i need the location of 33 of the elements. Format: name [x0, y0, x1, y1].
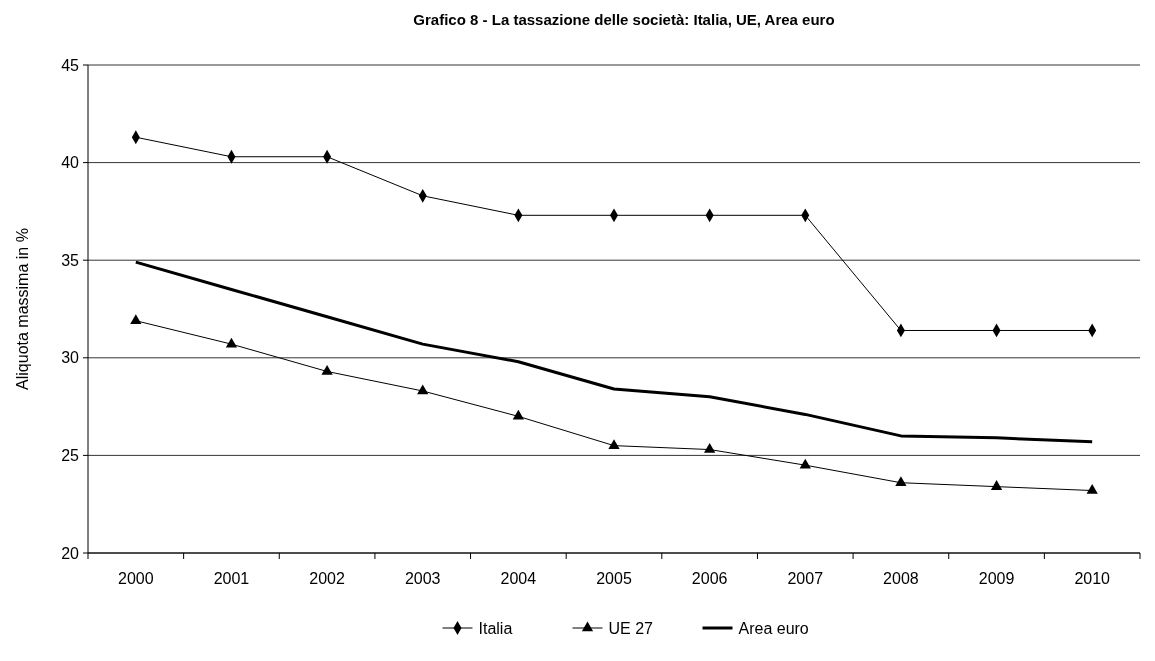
y-tick-label: 45: [61, 56, 80, 74]
legend-label: Italia: [478, 619, 513, 637]
point: [417, 384, 429, 395]
legend-label: Area euro: [738, 619, 809, 637]
x-tick-label: 2003: [404, 570, 441, 587]
x-tick-label: 2000: [118, 570, 154, 587]
x-tick-label: 2004: [500, 570, 537, 587]
x-tick-label: 2006: [691, 570, 728, 587]
y-tick-label: 35: [61, 251, 80, 269]
chart-title: Grafico 8 - La tassazione delle società: Italia, UE, Area euro: [413, 11, 835, 28]
point: [895, 476, 907, 486]
point: [512, 409, 524, 420]
legend-label: UE 27: [608, 619, 654, 637]
y-tick-label: 20: [61, 544, 80, 562]
y-tick-label: 30: [61, 349, 80, 367]
x-tick-label: 2007: [787, 570, 824, 587]
x-tick-label: 2008: [883, 570, 919, 587]
point: [130, 314, 142, 324]
x-tick-label: 2001: [213, 570, 250, 587]
point: [321, 364, 333, 375]
point: [990, 480, 1003, 490]
y-tick-label: 25: [61, 447, 80, 464]
point: [225, 337, 238, 348]
y-tick-label: 40: [61, 154, 80, 172]
point: [704, 443, 716, 453]
y-axis-title: Aliquota massima in %: [14, 228, 31, 390]
x-tick-label: 2005: [596, 570, 632, 587]
point: [1086, 484, 1098, 494]
x-tick-label: 2002: [309, 570, 345, 587]
x-tick-label: 2009: [978, 570, 1015, 587]
x-tick-label: 2010: [1074, 570, 1111, 587]
point: [799, 458, 811, 469]
point: [608, 439, 620, 449]
